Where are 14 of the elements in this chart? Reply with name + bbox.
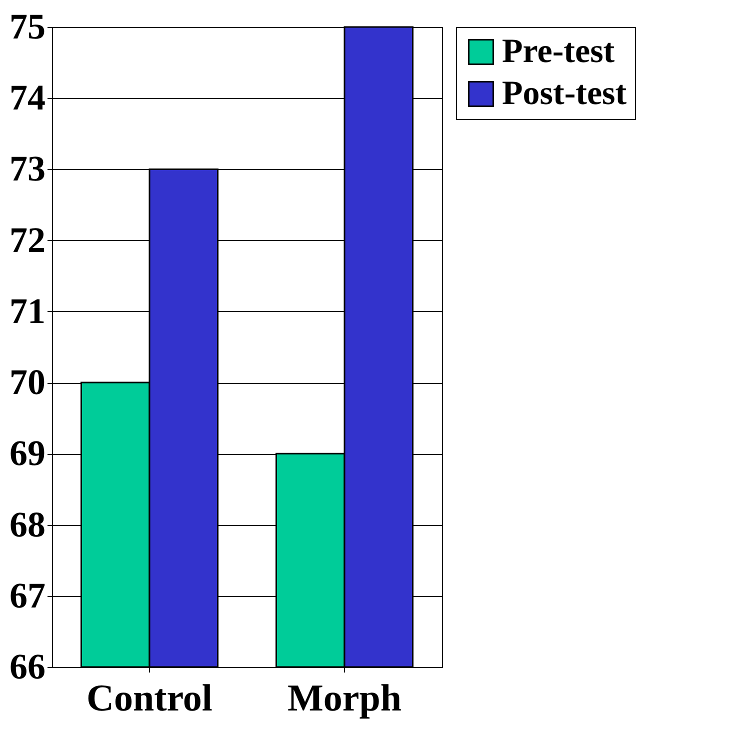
legend-label: Pre-test: [502, 33, 616, 70]
y-tick-label: 71: [10, 290, 46, 331]
y-tick-label: 67: [10, 575, 46, 616]
y-tick-label: 68: [10, 504, 46, 544]
y-tick-label: 73: [10, 148, 46, 189]
y-tick-label: 72: [10, 220, 46, 260]
y-tick-label: 75: [10, 6, 46, 46]
legend-label: Post-test: [502, 75, 628, 112]
y-tick-label: 70: [10, 362, 46, 402]
x-tick-label: Control: [86, 678, 212, 720]
y-tick-label: 74: [10, 78, 46, 118]
y-tick-label: 66: [10, 646, 46, 686]
x-tick-label: Morph: [288, 678, 402, 720]
y-tick-label: 69: [10, 433, 46, 474]
